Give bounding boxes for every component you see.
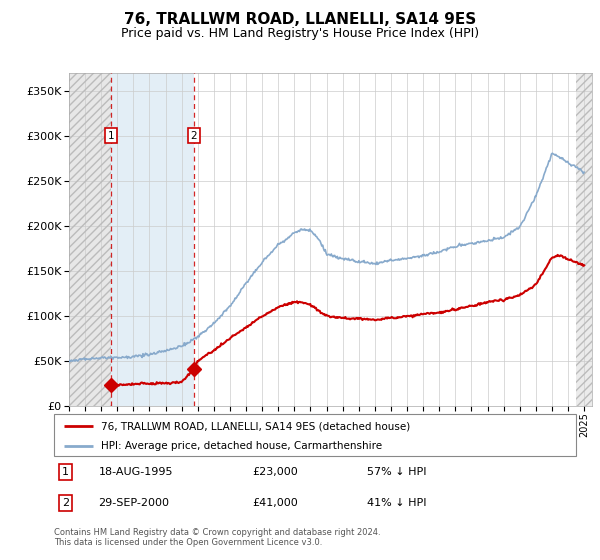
Text: 57% ↓ HPI: 57% ↓ HPI <box>367 467 427 477</box>
Text: 76, TRALLWM ROAD, LLANELLI, SA14 9ES: 76, TRALLWM ROAD, LLANELLI, SA14 9ES <box>124 12 476 27</box>
Text: £23,000: £23,000 <box>253 467 298 477</box>
Text: 29-SEP-2000: 29-SEP-2000 <box>98 498 169 508</box>
Text: 18-AUG-1995: 18-AUG-1995 <box>98 467 173 477</box>
Text: 1: 1 <box>62 467 69 477</box>
Text: Contains HM Land Registry data © Crown copyright and database right 2024.
This d: Contains HM Land Registry data © Crown c… <box>54 528 380 547</box>
Text: HPI: Average price, detached house, Carmarthenshire: HPI: Average price, detached house, Carm… <box>101 441 382 451</box>
Text: 76, TRALLWM ROAD, LLANELLI, SA14 9ES (detached house): 76, TRALLWM ROAD, LLANELLI, SA14 9ES (de… <box>101 421 410 431</box>
Bar <box>576 73 600 406</box>
Bar <box>69 73 111 406</box>
Bar <box>111 73 194 406</box>
Text: 1: 1 <box>108 131 115 141</box>
Text: 2: 2 <box>190 131 197 141</box>
Bar <box>576 73 600 406</box>
Bar <box>69 73 111 406</box>
Text: 2: 2 <box>62 498 69 508</box>
Text: Price paid vs. HM Land Registry's House Price Index (HPI): Price paid vs. HM Land Registry's House … <box>121 27 479 40</box>
Text: £41,000: £41,000 <box>253 498 298 508</box>
FancyBboxPatch shape <box>54 414 576 456</box>
Text: 41% ↓ HPI: 41% ↓ HPI <box>367 498 427 508</box>
